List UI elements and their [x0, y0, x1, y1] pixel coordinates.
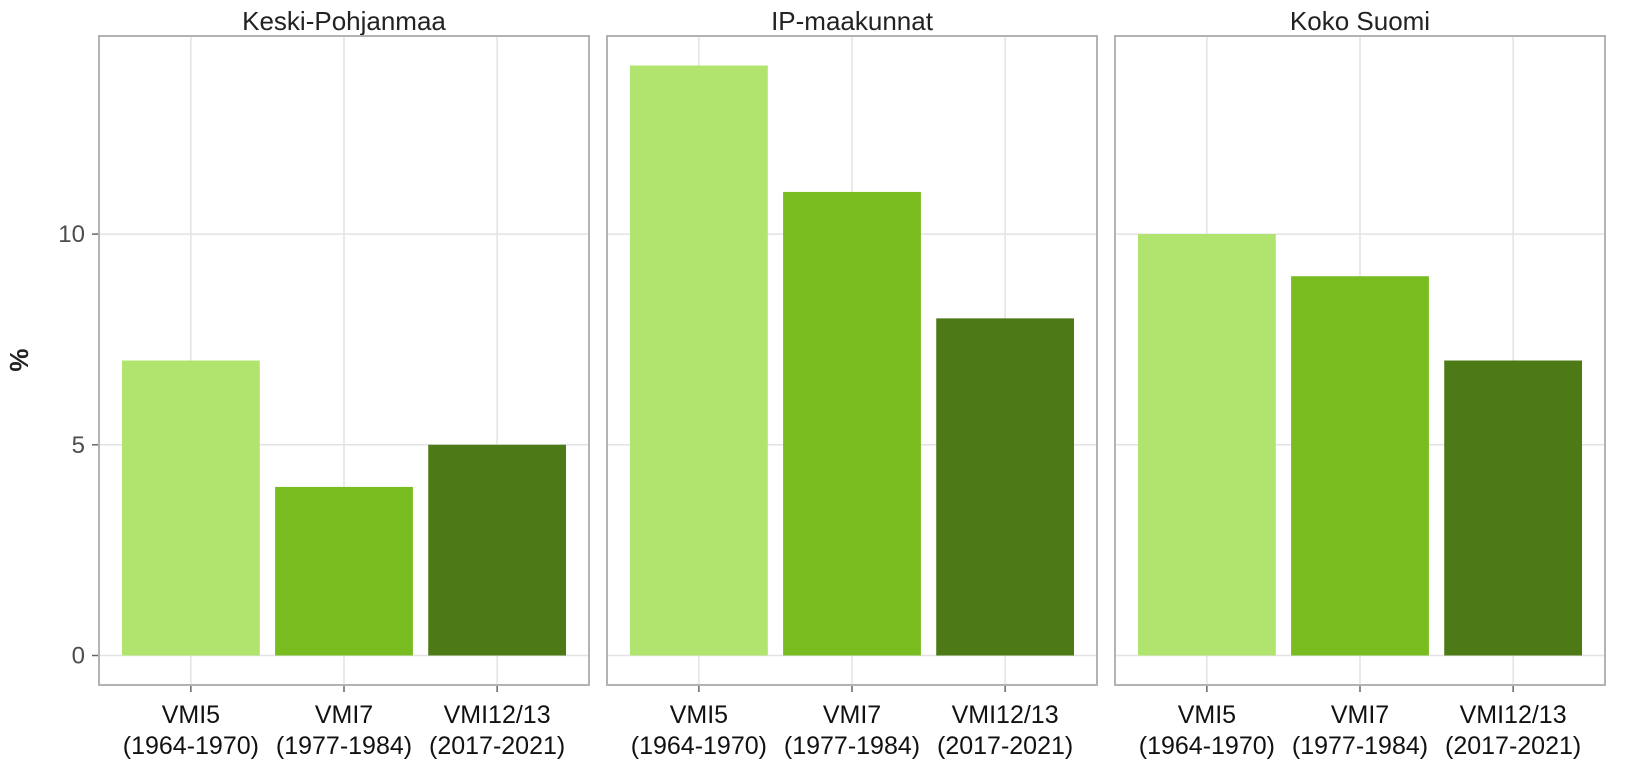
bar [1137, 234, 1276, 656]
panel-title: Keski-Pohjanmaa [242, 6, 446, 36]
panel-border [606, 35, 1098, 686]
y-tick-label: 10 [58, 221, 85, 248]
y-tick-label: 5 [72, 432, 85, 459]
x-tick-label: VMI12/13 (2017-2021) [937, 701, 1073, 760]
y-axis-label: % [4, 348, 34, 371]
x-tick-label: VMI5 (1964-1970) [123, 701, 259, 760]
panel-border [1114, 35, 1606, 686]
panel-title: Koko Suomi [1290, 6, 1430, 36]
bar [275, 486, 413, 656]
y-tick-label: 0 [72, 643, 85, 670]
bar [783, 191, 921, 656]
bar [1291, 276, 1429, 656]
bar [936, 318, 1075, 656]
bar [629, 65, 768, 656]
x-tick-label: VMI7 (1977-1984) [276, 701, 412, 760]
bar [1444, 360, 1583, 656]
x-tick-label: VMI7 (1977-1984) [784, 701, 920, 760]
x-tick-label: VMI5 (1964-1970) [631, 701, 767, 760]
x-tick-label: VMI5 (1964-1970) [1139, 701, 1275, 760]
x-tick-label: VMI12/13 (2017-2021) [429, 701, 565, 760]
x-tick-label: VMI7 (1977-1984) [1292, 701, 1428, 760]
panel-title: IP-maakunnat [771, 6, 934, 36]
x-tick-label: VMI12/13 (2017-2021) [1445, 701, 1581, 760]
bar [428, 444, 567, 656]
bar [121, 360, 260, 656]
panel-border [98, 35, 590, 686]
